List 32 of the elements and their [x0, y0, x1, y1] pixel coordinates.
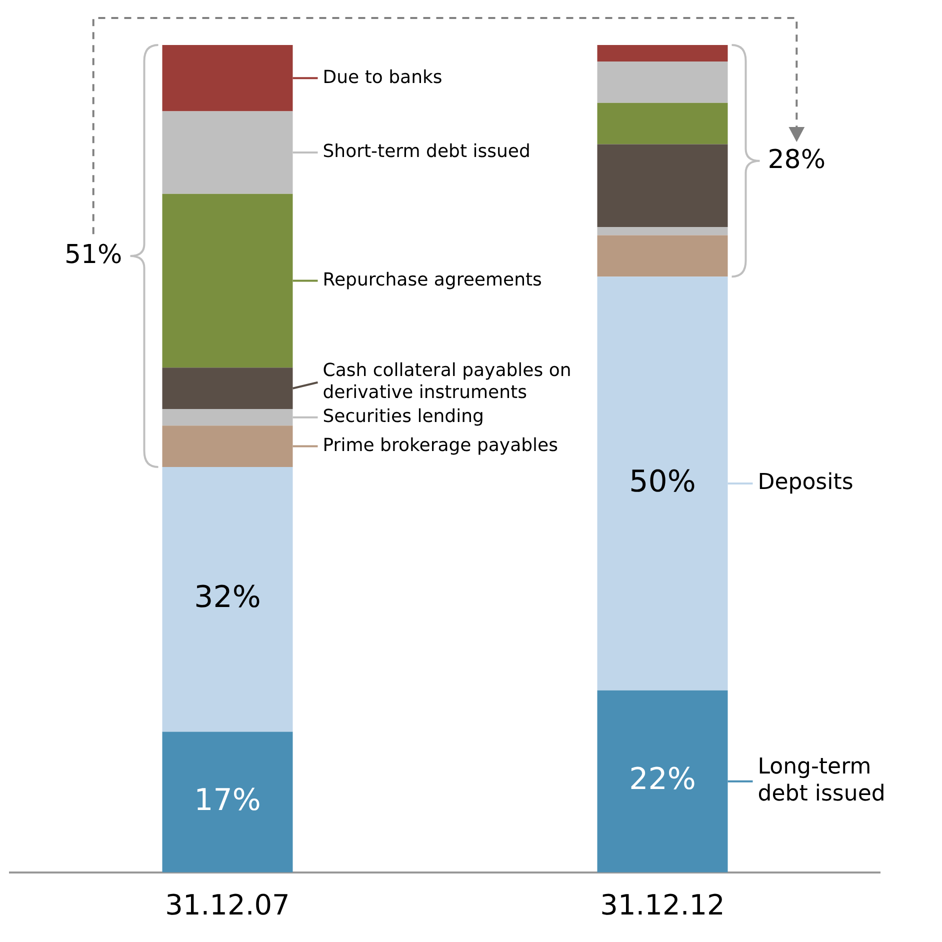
x-tick-label: 31.12.12 [600, 888, 725, 922]
legend-label: Securities lending [322, 406, 484, 427]
bar [597, 45, 728, 62]
legend-label: Prime brokerage payables [322, 434, 558, 456]
data-label: 17% [194, 782, 261, 818]
bar [597, 276, 728, 690]
legend-label: Long-term debt issued [758, 754, 886, 807]
annotation: 28% [768, 144, 826, 175]
bar [597, 227, 728, 236]
bar [597, 144, 728, 228]
legend-label: Short-term debt issued [322, 141, 530, 162]
bar [597, 62, 728, 103]
legend-label: Deposits [758, 470, 854, 496]
bar [597, 235, 728, 277]
bar [162, 426, 293, 467]
data-label: 50% [629, 464, 696, 500]
bar [162, 732, 293, 872]
legend-label: Due to banks [322, 66, 442, 88]
legend-label: Cash collateral payables on derivative instruments [322, 360, 572, 404]
data-label: 22% [629, 762, 696, 798]
bar [162, 368, 293, 410]
legend-label: Repurchase agreements [322, 269, 542, 290]
bar [597, 102, 728, 144]
bar [162, 194, 293, 368]
bar [162, 111, 293, 194]
annotation: 51% [64, 240, 122, 270]
x-tick-label: 31.12.07 [165, 888, 290, 922]
bar [597, 690, 728, 872]
bar [162, 409, 293, 426]
bar [162, 45, 293, 112]
bar [162, 466, 293, 732]
data-label: 32% [194, 580, 261, 616]
